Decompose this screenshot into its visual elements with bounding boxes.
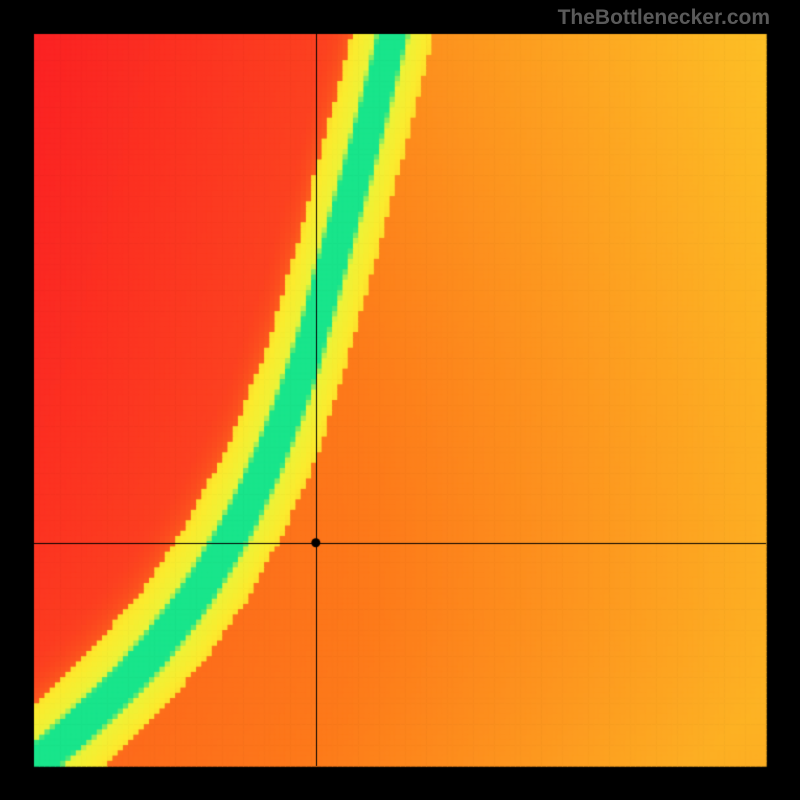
watermark-text: TheBottlenecker.com <box>558 6 770 30</box>
bottleneck-heatmap <box>0 0 800 800</box>
chart-container: TheBottlenecker.com <box>0 0 800 800</box>
